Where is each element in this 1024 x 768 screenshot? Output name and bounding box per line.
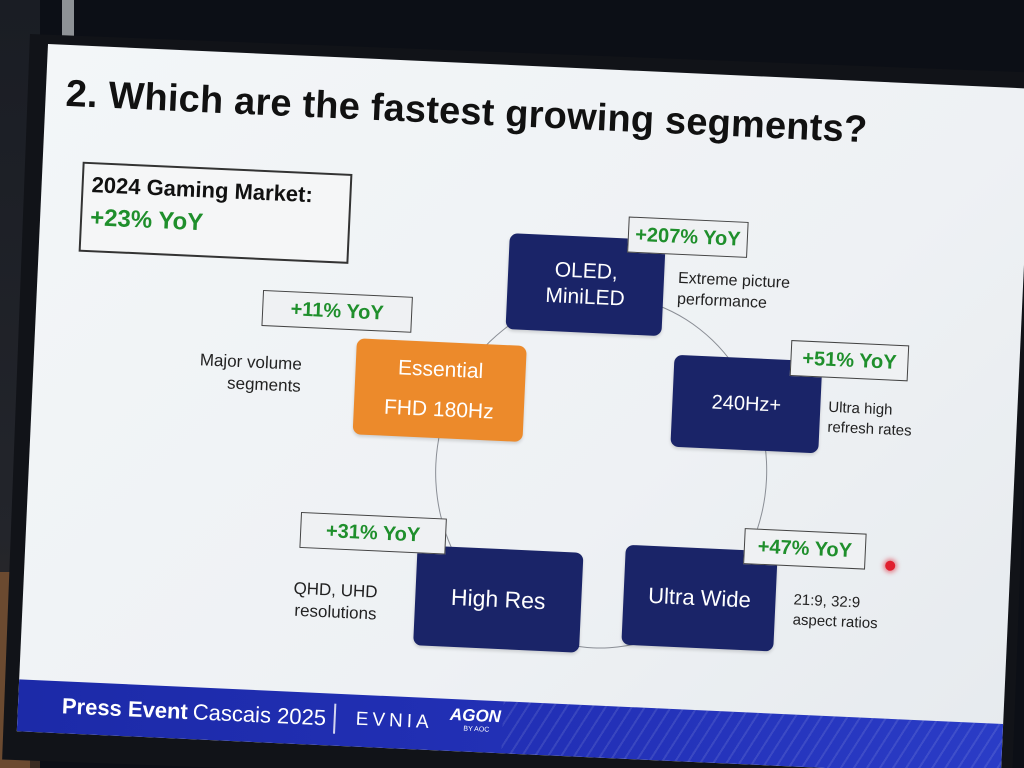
ultrawide-description: 21:9, 32:9 aspect ratios bbox=[792, 590, 879, 633]
segment-label-line: High Res bbox=[450, 583, 547, 614]
laser-pointer-dot bbox=[884, 560, 896, 571]
essential-description: Major volume segments bbox=[198, 349, 302, 398]
footer-press-event: Press Event bbox=[61, 693, 189, 725]
240hz-description: Ultra high refresh rates bbox=[827, 398, 913, 441]
description-line: Major volume bbox=[199, 350, 303, 374]
evnia-logo: EVNIA bbox=[355, 708, 434, 734]
agon-logo: AGON bbox=[449, 704, 502, 727]
by-aoc-logo: BY AOC bbox=[463, 725, 490, 734]
segment-high-res: High Res bbox=[413, 545, 584, 653]
segment-label-line: FHD 180Hz bbox=[383, 395, 495, 424]
footer-location: Cascais 2025 bbox=[192, 699, 327, 731]
presentation-slide: 2. Which are the fastest growing segment… bbox=[16, 44, 1024, 768]
description-line: refresh rates bbox=[827, 418, 912, 440]
description-line: segments bbox=[226, 373, 302, 396]
segment-label-line: OLED, bbox=[554, 257, 619, 284]
highres-description: QHD, UHD resolutions bbox=[292, 578, 378, 626]
market-summary-box: 2024 Gaming Market: +23% YoY bbox=[78, 161, 353, 264]
footer-divider bbox=[333, 703, 337, 734]
oled-description: Extreme picture performance bbox=[677, 269, 791, 316]
segment-label-line: Essential bbox=[397, 355, 484, 383]
segment-essential-fhd: Essential FHD 180Hz bbox=[352, 338, 527, 442]
ultrawide-yoy-badge: +47% YoY bbox=[743, 528, 867, 570]
market-growth-value: +23% YoY bbox=[89, 204, 204, 237]
highres-yoy-badge: +31% YoY bbox=[299, 511, 447, 555]
240hz-yoy-badge: +51% YoY bbox=[789, 340, 910, 382]
slide-title: 2. Which are the fastest growing segment… bbox=[64, 72, 869, 152]
description-line: resolutions bbox=[293, 600, 377, 624]
segment-label-line: 240Hz+ bbox=[711, 390, 782, 417]
description-line: aspect ratios bbox=[792, 610, 879, 632]
segment-label-line: MiniLED bbox=[544, 283, 626, 311]
segment-label-line: Ultra Wide bbox=[647, 583, 752, 613]
oled-yoy-badge: +207% YoY bbox=[627, 216, 749, 258]
market-label: 2024 Gaming Market: bbox=[91, 172, 314, 208]
essential-yoy-badge: +11% YoY bbox=[261, 290, 413, 333]
